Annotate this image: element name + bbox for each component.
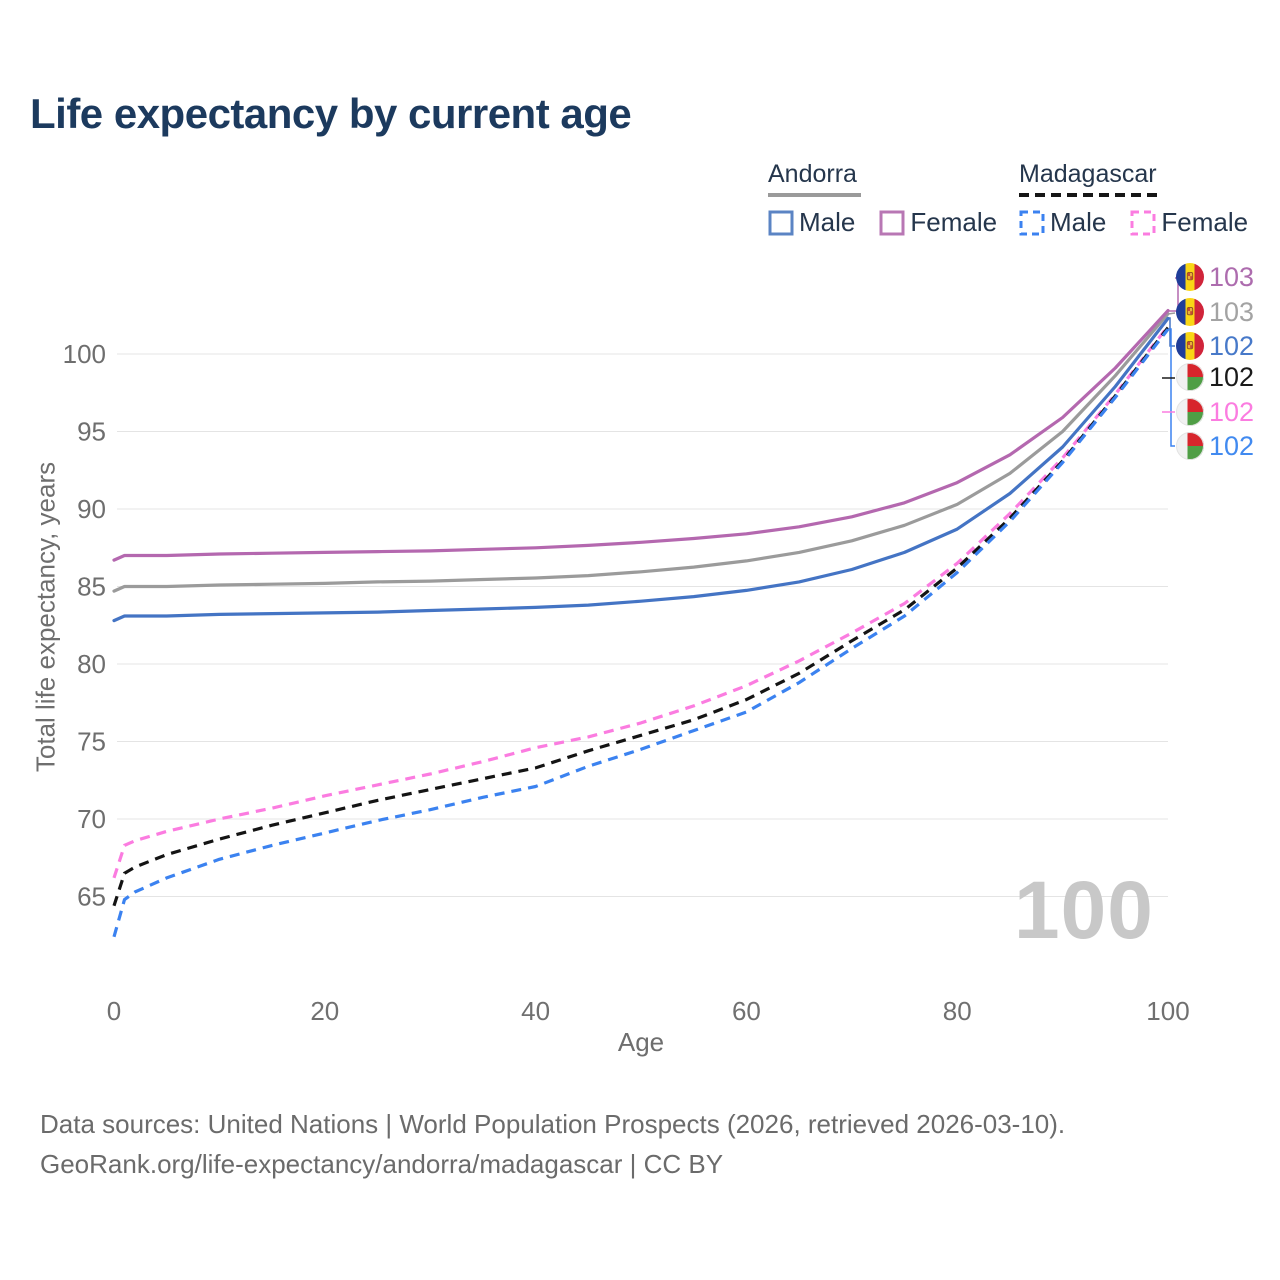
y-tick-label: 80 xyxy=(77,649,106,679)
x-axis-title: Age xyxy=(617,1027,665,1057)
andorra-linestyle-swatch xyxy=(768,193,861,197)
footer-datasources: Data sources: United Nations | World Pop… xyxy=(40,1109,1066,1139)
x-tick-label: 0 xyxy=(107,996,121,1026)
y-axis-title: Total life expectancy, years xyxy=(30,461,61,773)
x-tick-label: 80 xyxy=(943,996,972,1026)
y-tick-label: 65 xyxy=(77,882,106,912)
madagascar-flag-icon xyxy=(1176,432,1204,460)
end-value-label: 102 xyxy=(1209,362,1255,392)
andorra-flag-icon xyxy=(1176,298,1204,326)
legend-item-label: Male xyxy=(1050,207,1107,237)
y-tick-label: 90 xyxy=(77,494,106,524)
x-tick-label: 60 xyxy=(732,996,761,1026)
series-line-madagascar-both[interactable] xyxy=(112,326,1170,907)
legend-item-label: Female xyxy=(910,207,998,237)
end-label-row: 102 xyxy=(1176,398,1254,426)
x-tick-label: 100 xyxy=(1146,996,1189,1026)
series-line-andorra-male[interactable] xyxy=(112,316,1170,623)
andorra-flag-icon xyxy=(1176,332,1204,360)
madagascar-male-swatch-icon xyxy=(1019,210,1045,235)
hover-age-watermark: 100 xyxy=(1014,865,1154,956)
legend-item-andorra-male[interactable]: Male xyxy=(768,207,855,238)
series-line-andorra-female[interactable] xyxy=(112,309,1170,562)
x-tick-label: 20 xyxy=(310,996,339,1026)
end-label-row: 103 xyxy=(1176,298,1254,326)
madagascar-female-swatch-icon xyxy=(1130,210,1156,235)
series-line-andorra-both[interactable] xyxy=(112,312,1170,593)
y-tick-label: 85 xyxy=(77,572,106,602)
end-label-connector xyxy=(1167,312,1176,315)
end-value-label: 102 xyxy=(1209,431,1255,461)
end-label-row: 102 xyxy=(1176,332,1254,360)
page-title: Life expectancy by current age xyxy=(30,90,632,137)
andorra-male-swatch-icon xyxy=(768,210,794,235)
legend-item-madagascar-female[interactable]: Female xyxy=(1130,207,1248,238)
end-value-label: 102 xyxy=(1209,397,1255,427)
legend-item-madagascar-male[interactable]: Male xyxy=(1019,207,1106,238)
legend-item-andorra-female[interactable]: Female xyxy=(879,207,997,238)
legend-group-andorra: Andorra Male Female xyxy=(768,160,997,238)
end-label-row: 102 xyxy=(1176,432,1254,460)
end-label-connector xyxy=(1168,328,1175,447)
end-value-label: 102 xyxy=(1209,331,1255,361)
legend-country-andorra[interactable]: Andorra xyxy=(768,160,857,188)
footer: Data sources: United Nations | World Pop… xyxy=(40,1104,1065,1184)
series-line-madagascar-female[interactable] xyxy=(112,325,1170,879)
madagascar-flag-icon xyxy=(1176,398,1204,426)
madagascar-linestyle-swatch xyxy=(1019,193,1159,197)
andorra-female-swatch-icon xyxy=(879,210,905,235)
x-tick-label: 40 xyxy=(521,996,550,1026)
legend-item-label: Male xyxy=(799,207,856,237)
legend-group-madagascar: Madagascar Male Female xyxy=(1019,160,1248,238)
y-tick-label: 70 xyxy=(77,804,106,834)
y-tick-label: 95 xyxy=(77,417,106,447)
y-tick-label: 100 xyxy=(63,339,106,369)
end-label-row: 103 xyxy=(1176,263,1254,291)
end-label-row: 102 xyxy=(1176,363,1254,391)
andorra-flag-icon xyxy=(1176,263,1204,291)
end-value-label: 103 xyxy=(1209,297,1255,327)
end-label-connector xyxy=(1168,317,1175,347)
legend-item-label: Female xyxy=(1161,207,1249,237)
y-tick-label: 75 xyxy=(77,727,106,757)
footer-attribution: GeoRank.org/life-expectancy/andorra/mada… xyxy=(40,1149,724,1179)
legend-country-madagascar[interactable]: Madagascar xyxy=(1019,160,1157,188)
end-value-label: 103 xyxy=(1209,262,1255,292)
series-line-madagascar-male[interactable] xyxy=(112,328,1170,938)
madagascar-flag-icon xyxy=(1176,363,1204,391)
